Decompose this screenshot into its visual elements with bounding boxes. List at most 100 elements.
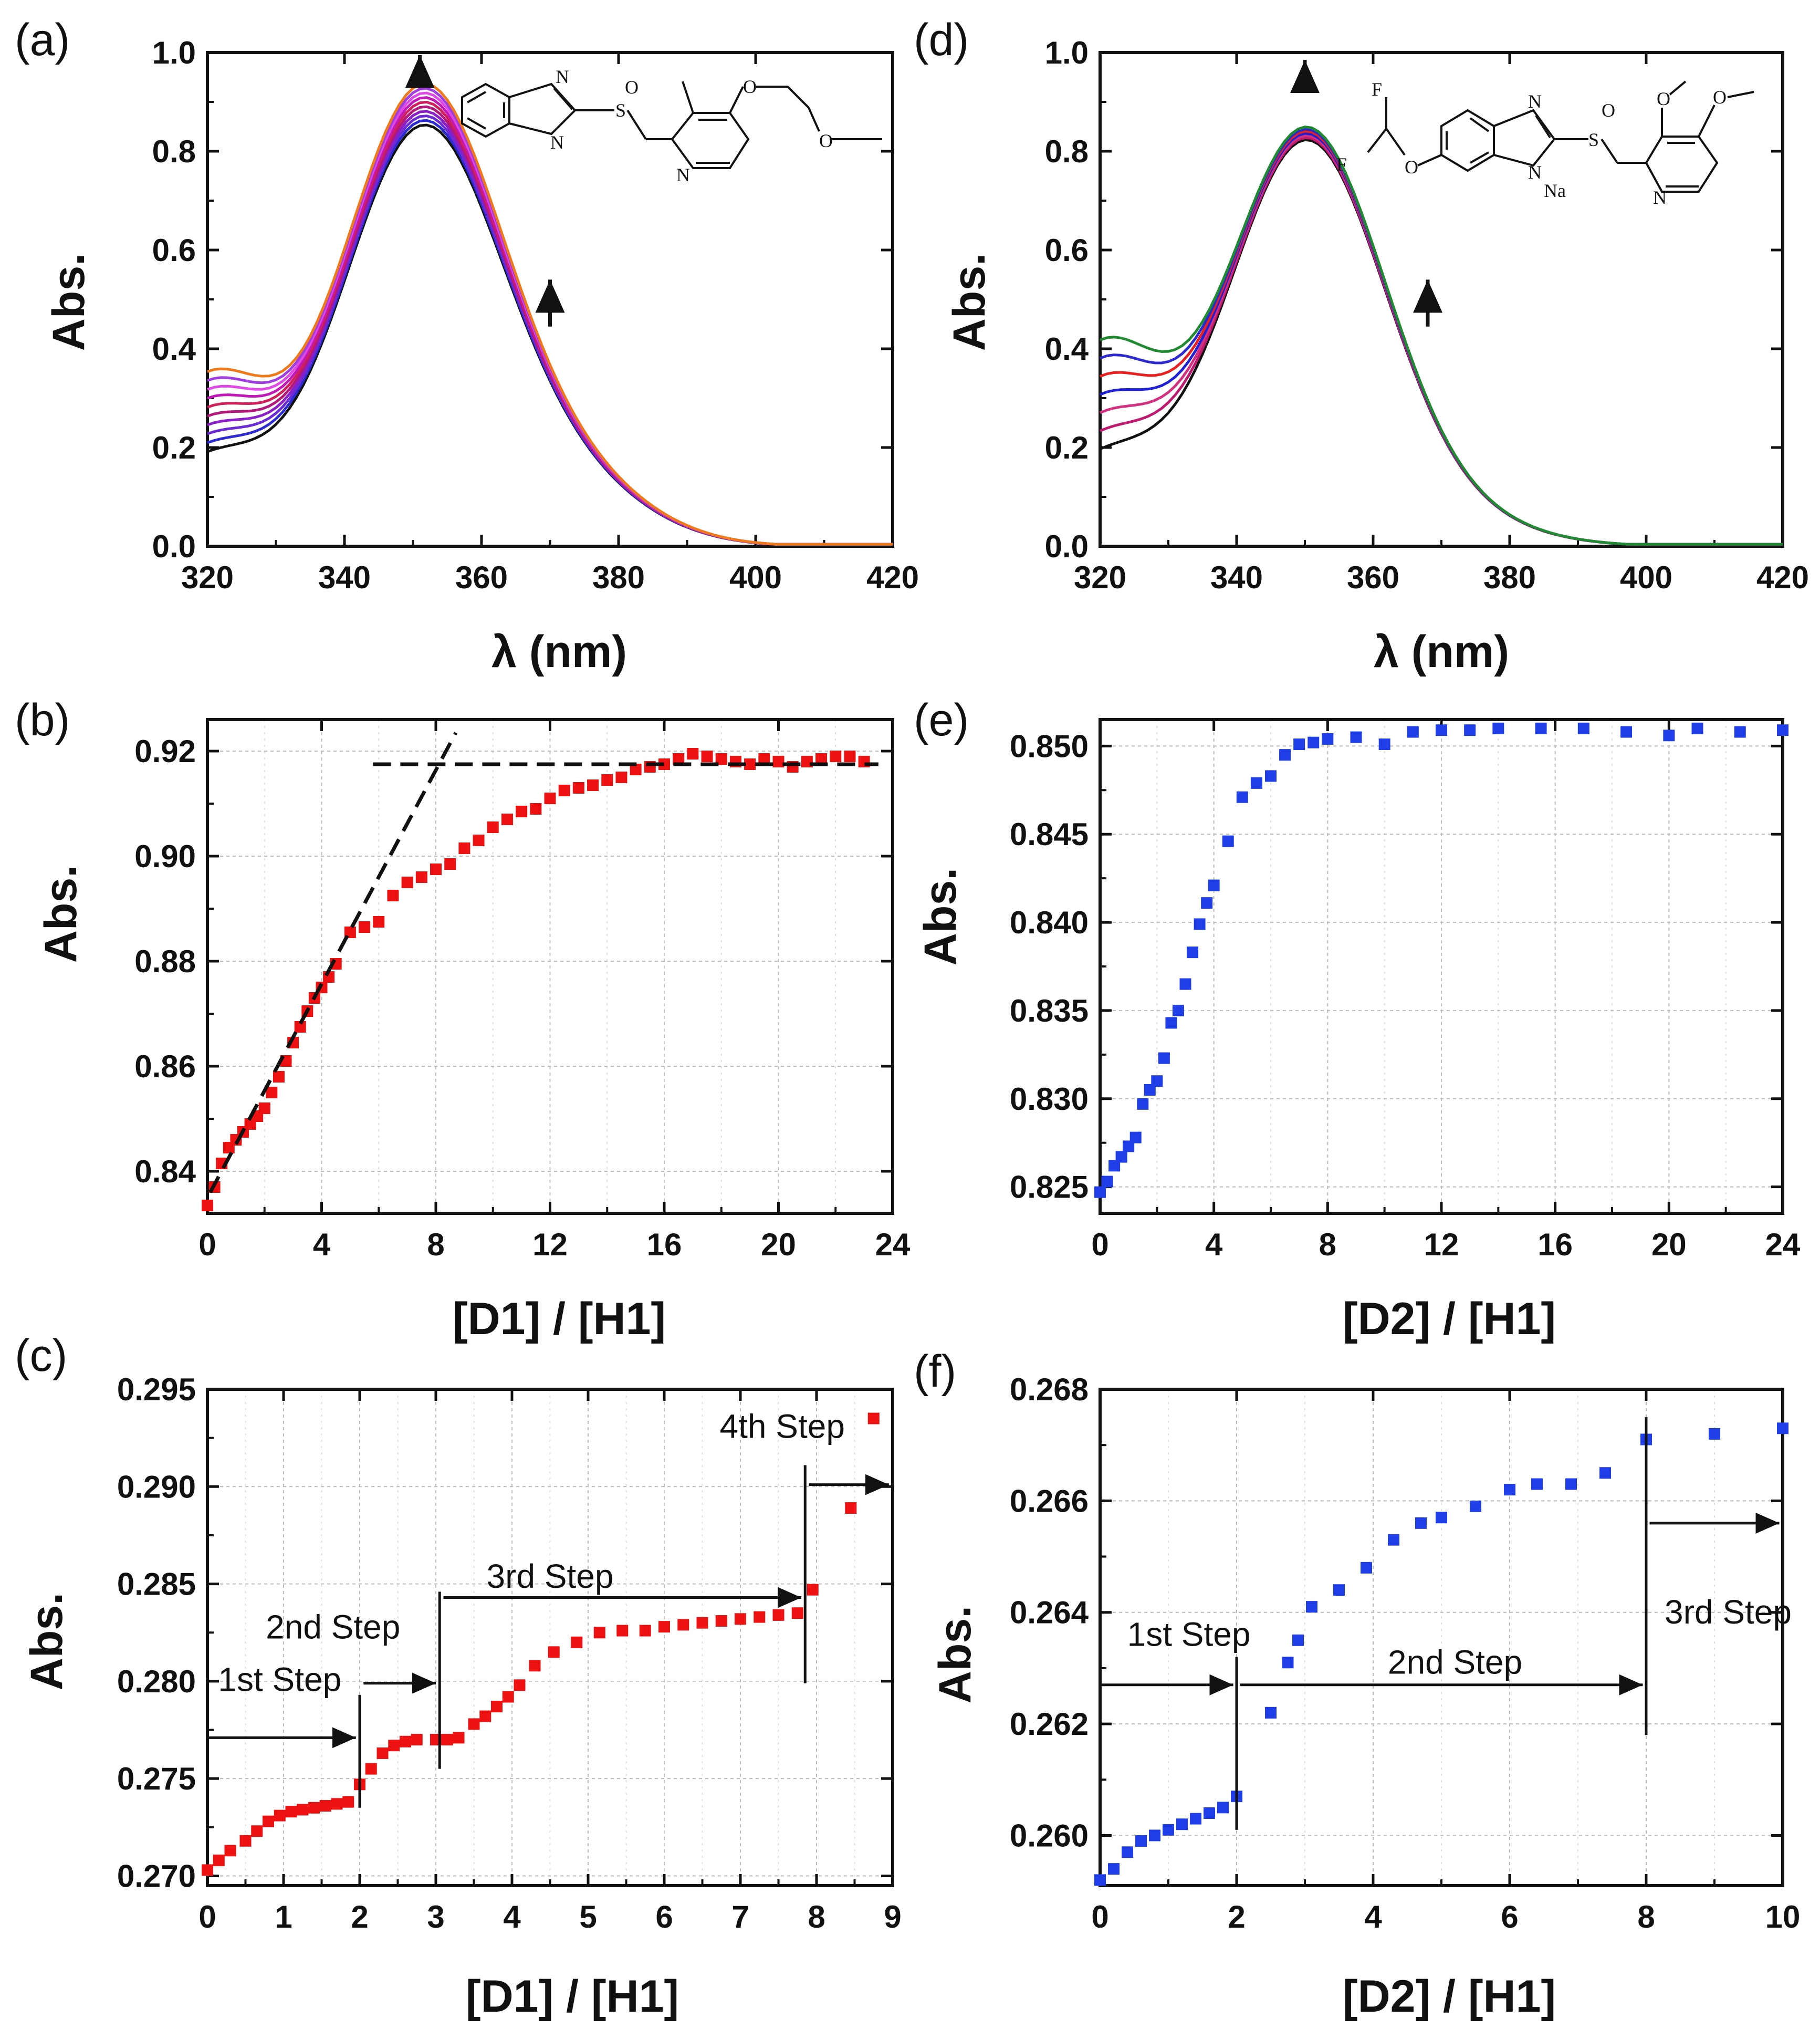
x-tick-label-e-5: 20 <box>1651 1227 1687 1262</box>
data-point-c-22 <box>468 1718 480 1730</box>
y-tick-label-a-2: 0.4 <box>152 331 196 367</box>
y-tick-label-d-0: 0.0 <box>1045 529 1089 564</box>
data-point-f-24 <box>1599 1467 1611 1479</box>
data-point-f-16 <box>1361 1562 1372 1574</box>
y-tick-label-d-1: 0.2 <box>1045 430 1089 465</box>
data-point-f-8 <box>1204 1807 1215 1819</box>
data-point-b-44 <box>701 751 713 762</box>
x-tick-label-c-0: 0 <box>198 1899 216 1934</box>
data-point-b-54 <box>844 751 856 762</box>
y-tick-label-b-2: 0.88 <box>134 944 196 979</box>
data-point-e-26 <box>1378 738 1390 750</box>
data-point-c-39 <box>772 1609 785 1621</box>
data-point-f-22 <box>1531 1478 1543 1490</box>
data-point-e-30 <box>1492 722 1504 734</box>
data-point-c-33 <box>658 1621 670 1633</box>
data-point-b-23 <box>401 877 413 888</box>
y-tick-label-f-0: 0.260 <box>1010 1818 1089 1853</box>
data-point-c-31 <box>616 1625 629 1637</box>
y-tick-label-b-1: 0.86 <box>134 1049 196 1084</box>
atom-a-n3: N <box>676 164 690 185</box>
data-point-c-15 <box>376 1747 389 1759</box>
data-point-c-37 <box>735 1613 746 1625</box>
data-point-b-8 <box>258 1102 270 1114</box>
step-label-c-1: 2nd Step <box>266 1608 400 1646</box>
x-tick-label-b-2: 8 <box>427 1227 444 1262</box>
data-point-c-0 <box>202 1864 213 1876</box>
data-point-e-12 <box>1179 978 1191 990</box>
x-tick-label-d-2: 360 <box>1347 560 1399 595</box>
x-tick-label-b-0: 0 <box>198 1227 216 1262</box>
data-point-c-17 <box>400 1735 411 1747</box>
atom-a-o1: O <box>625 77 639 98</box>
spectrum-line-a-9 <box>207 82 893 546</box>
y-tick-label-c-3: 0.285 <box>117 1567 196 1602</box>
data-point-c-27 <box>529 1660 541 1672</box>
atom-d-f2: F <box>1336 154 1347 175</box>
data-point-c-42 <box>845 1502 857 1514</box>
data-point-b-33 <box>544 793 556 804</box>
data-point-f-18 <box>1415 1517 1427 1529</box>
data-point-b-32 <box>530 803 542 815</box>
y-tick-label-d-5: 1.0 <box>1045 35 1089 70</box>
data-point-b-43 <box>687 748 699 760</box>
atom-d-f1: F <box>1372 79 1382 100</box>
data-point-b-37 <box>601 774 613 786</box>
data-point-f-0 <box>1094 1874 1106 1886</box>
structure-a-drawing <box>461 81 882 169</box>
data-point-c-16 <box>388 1740 400 1752</box>
x-tick-label-e-2: 8 <box>1319 1227 1336 1262</box>
panel-e-ylabel: Abs. <box>915 868 966 965</box>
data-point-c-5 <box>263 1815 274 1827</box>
x-tick-label-c-8: 8 <box>808 1899 825 1934</box>
y-tick-label-d-4: 0.8 <box>1045 134 1089 169</box>
data-point-b-31 <box>516 806 528 817</box>
data-point-e-16 <box>1208 879 1220 891</box>
data-point-f-17 <box>1388 1534 1399 1546</box>
y-tick-label-c-1: 0.275 <box>117 1761 196 1796</box>
panel-d-label: (d) <box>914 15 969 65</box>
data-point-c-32 <box>639 1625 651 1637</box>
panel-e-xlabel: [D2] / [H1] <box>1343 1294 1556 1344</box>
y-tick-label-a-0: 0.0 <box>152 529 196 564</box>
x-tick-label-d-0: 320 <box>1074 560 1126 595</box>
data-point-b-26 <box>444 858 456 870</box>
y-tick-label-d-2: 0.4 <box>1045 331 1089 367</box>
panel-c-label: (c) <box>15 1330 67 1381</box>
atom-d-o1: O <box>1405 157 1418 178</box>
data-point-e-25 <box>1350 731 1362 743</box>
data-point-b-19 <box>344 927 356 938</box>
y-tick-label-f-1: 0.262 <box>1010 1707 1089 1742</box>
data-point-c-6 <box>274 1809 286 1822</box>
data-point-b-22 <box>387 890 399 901</box>
spectrum-line-d-3 <box>1100 132 1783 546</box>
panel-a-spectra-plot: 320 340 360 380 400 420 0.0 0.2 0.4 0.6 0.8 1.0 <box>152 35 919 595</box>
data-point-e-3 <box>1115 1151 1127 1163</box>
data-point-f-15 <box>1333 1584 1345 1596</box>
data-point-b-9 <box>266 1087 278 1098</box>
y-tick-label-b-4: 0.92 <box>134 734 196 769</box>
structure-d-drawing <box>1367 80 1754 193</box>
data-point-e-6 <box>1137 1098 1149 1110</box>
x-tick-label-e-1: 4 <box>1205 1227 1223 1262</box>
x-tick-label-a-1: 340 <box>318 560 371 595</box>
panel-d-ylabel: Abs. <box>944 253 995 351</box>
spectrum-line-a-3 <box>207 110 893 546</box>
x-tick-label-c-3: 3 <box>427 1899 444 1934</box>
data-point-b-52 <box>815 753 828 765</box>
x-tick-label-e-4: 16 <box>1537 1227 1573 1262</box>
data-point-c-3 <box>239 1835 252 1847</box>
data-point-c-36 <box>715 1615 727 1627</box>
atom-a-o3: O <box>819 130 833 151</box>
data-point-e-29 <box>1464 724 1476 736</box>
data-point-f-26 <box>1709 1428 1720 1440</box>
panel-b-ylabel: Abs. <box>36 865 86 963</box>
data-point-c-26 <box>514 1679 526 1691</box>
data-point-e-24 <box>1322 733 1334 745</box>
x-tick-label-d-5: 420 <box>1756 560 1809 595</box>
data-point-e-4 <box>1123 1140 1135 1152</box>
panel-f-ylabel: Abs. <box>930 1606 980 1703</box>
atom-d-o4: O <box>1713 87 1727 108</box>
panel-f-label: (f) <box>914 1346 956 1397</box>
y-tick-label-e-5: 0.850 <box>1010 729 1089 764</box>
